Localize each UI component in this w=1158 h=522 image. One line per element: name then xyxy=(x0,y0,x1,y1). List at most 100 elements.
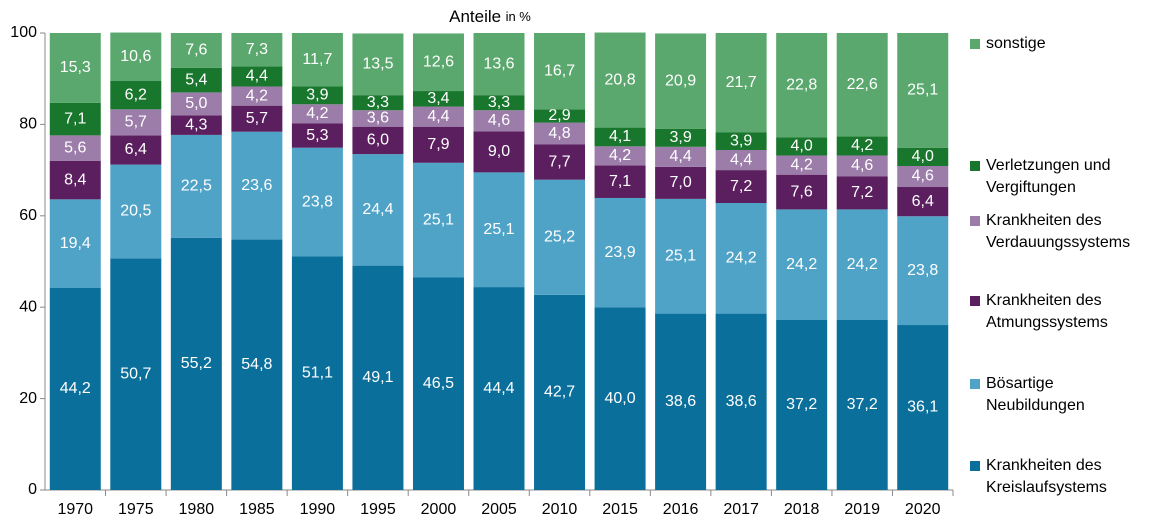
bar-segment xyxy=(170,33,222,68)
legend-swatch xyxy=(970,461,980,471)
bar-segment xyxy=(836,155,888,177)
bar-segment xyxy=(291,33,343,87)
data-label: 3,9 xyxy=(306,87,328,104)
bar-segment xyxy=(776,33,828,138)
bar-segment xyxy=(49,33,101,103)
data-label: 4,8 xyxy=(548,125,570,142)
bar-segment xyxy=(110,258,162,490)
bar-segment xyxy=(897,216,949,326)
data-label: 22,5 xyxy=(181,178,212,195)
data-label: 6,2 xyxy=(125,86,147,103)
legend-label: Krankheiten des Atmungssystems xyxy=(986,292,1108,331)
data-label: 4,2 xyxy=(791,156,813,173)
bar-segment xyxy=(231,86,283,106)
data-label: 7,6 xyxy=(791,183,813,200)
bar-segment xyxy=(655,128,707,147)
data-label: 3,3 xyxy=(488,94,510,111)
bar-segment xyxy=(897,325,949,490)
data-label: 23,6 xyxy=(241,177,272,194)
bar-segment xyxy=(352,110,404,127)
bar-segment xyxy=(170,92,222,116)
bar-segment xyxy=(655,146,707,167)
bar-segment xyxy=(412,277,464,490)
data-label: 4,0 xyxy=(912,148,934,165)
bar-segment xyxy=(170,134,222,238)
data-label: 44,4 xyxy=(483,380,514,397)
legend-swatch xyxy=(970,296,980,306)
data-label: 20,8 xyxy=(604,71,635,88)
data-label: 13,6 xyxy=(483,55,514,72)
x-tick-label: 2005 xyxy=(481,501,517,518)
bar-segment xyxy=(231,105,283,132)
data-label: 7,9 xyxy=(427,136,449,153)
data-label: 19,4 xyxy=(60,235,91,252)
bar-segment xyxy=(594,165,646,198)
data-label: 38,6 xyxy=(726,393,757,410)
x-tick-label: 2000 xyxy=(421,501,457,518)
data-label: 23,9 xyxy=(604,244,635,261)
bar-segment xyxy=(534,122,586,145)
data-label: 5,4 xyxy=(185,71,207,88)
bar-segment xyxy=(231,33,283,67)
bar-segment xyxy=(352,265,404,490)
data-label: 4,2 xyxy=(246,87,268,104)
legend-item: Bösartige Neubildungen xyxy=(970,373,1145,417)
bar-segment xyxy=(594,307,646,490)
bar-segment xyxy=(49,288,101,490)
bar-segment xyxy=(836,176,888,210)
data-label: 25,1 xyxy=(665,247,696,264)
bar-segment xyxy=(594,197,646,308)
bar-segment xyxy=(776,209,828,320)
bar-segment xyxy=(231,131,283,240)
data-label: 8,4 xyxy=(64,171,86,188)
bar-segment xyxy=(473,95,525,111)
data-label: 2,9 xyxy=(548,107,570,124)
data-label: 9,0 xyxy=(488,143,510,160)
bar-segment xyxy=(291,123,343,148)
bar-segment xyxy=(534,109,586,123)
data-label: 4,4 xyxy=(246,68,268,85)
y-tick-label: 0 xyxy=(28,481,37,498)
bar-segment xyxy=(715,33,767,133)
data-label: 4,0 xyxy=(791,138,813,155)
data-label: 46,5 xyxy=(423,375,454,392)
bar-segment xyxy=(170,237,222,490)
bar-segment xyxy=(170,67,222,93)
legend-label: Bösartige Neubildungen xyxy=(986,375,1085,414)
bar-segment xyxy=(110,135,162,165)
x-tick-label: 1985 xyxy=(239,501,275,518)
data-label: 5,6 xyxy=(64,139,86,156)
bar-segment xyxy=(291,104,343,124)
data-label: 54,8 xyxy=(241,356,272,373)
y-tick-label: 60 xyxy=(19,207,37,224)
data-label: 23,8 xyxy=(302,193,333,210)
data-label: 10,6 xyxy=(120,48,151,65)
data-label: 22,6 xyxy=(847,76,878,93)
data-label: 25,1 xyxy=(907,82,938,99)
data-label: 4,2 xyxy=(851,137,873,154)
data-label: 3,6 xyxy=(367,110,389,127)
bar-segment xyxy=(836,209,888,320)
data-label: 7,2 xyxy=(730,178,752,195)
bar-segment xyxy=(412,91,464,107)
bar-segment xyxy=(534,179,586,295)
bar-segment xyxy=(715,132,767,150)
x-tick-label: 2016 xyxy=(663,501,699,518)
data-label: 22,8 xyxy=(786,76,817,93)
bar-segment xyxy=(231,66,283,87)
bar-segment xyxy=(836,136,888,156)
data-label: 37,2 xyxy=(847,396,878,413)
data-label: 4,4 xyxy=(730,151,752,168)
data-label: 16,7 xyxy=(544,62,575,79)
title: Anteile xyxy=(449,7,501,26)
bar-segment xyxy=(412,126,464,163)
x-tick-label: 1970 xyxy=(57,501,93,518)
data-label: 7,0 xyxy=(669,174,691,191)
bar-segment xyxy=(594,146,646,166)
legend-swatch xyxy=(970,161,980,171)
data-label: 24,2 xyxy=(786,256,817,273)
y-tick-label: 40 xyxy=(19,298,37,315)
bar-segment xyxy=(715,203,767,314)
data-label: 42,7 xyxy=(544,384,575,401)
